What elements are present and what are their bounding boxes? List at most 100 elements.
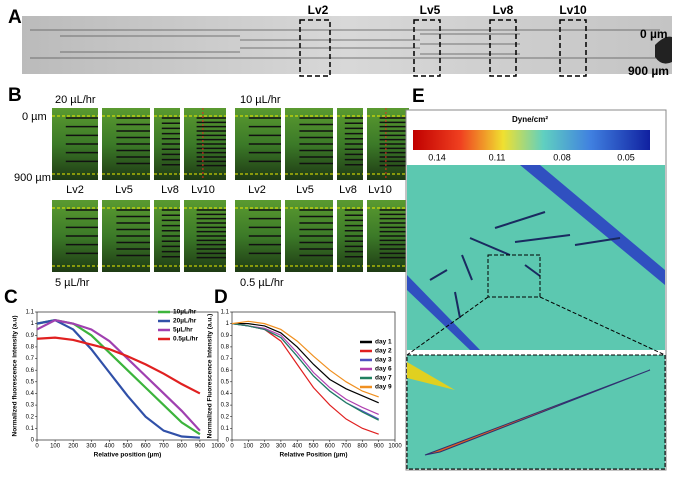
panel-letter: A: [8, 7, 22, 28]
x-tick-label: 700: [159, 444, 170, 450]
level-label: Lv10: [191, 184, 215, 196]
x-tick-label: 700: [341, 444, 352, 450]
y-tick-label: 0.7: [26, 356, 35, 362]
y-tick-label: 0: [226, 438, 230, 444]
x-tick-label: 1000: [211, 444, 225, 450]
panel-letter: B: [8, 85, 22, 106]
colorbar-title: Dyne/cm²: [512, 115, 548, 124]
level-label: Lv8: [339, 184, 357, 196]
level-label: Lv10: [559, 3, 587, 17]
legend-label: 10µL/hr: [173, 309, 197, 316]
zoom-lines: [406, 296, 666, 356]
legend-label: day 3: [375, 357, 392, 364]
x-tick-label: 500: [122, 444, 133, 450]
x-tick-label: 100: [50, 444, 61, 450]
sim-top: [407, 165, 665, 350]
panel-letter: E: [412, 86, 425, 107]
y-tick-label: 0.4: [221, 391, 230, 397]
legend-label: day 7: [375, 375, 392, 382]
channel-image: [22, 16, 672, 74]
series-line: [232, 323, 379, 404]
y-axis-label: Normalized Fluorescence Intensity (a.u.): [207, 314, 214, 439]
colorbar-label: 0.05: [617, 152, 635, 162]
y-tick-label: 0.8: [221, 344, 230, 350]
y-tick-label: 0.6: [26, 368, 35, 374]
position-label: 0 µm: [22, 111, 47, 123]
position-label: 900 µm: [628, 64, 669, 78]
series-line: [231, 323, 379, 421]
y-tick-label: 0.3: [26, 403, 35, 409]
level-label: Lv2: [248, 184, 266, 196]
x-tick-label: 300: [276, 444, 287, 450]
x-tick-label: 1000: [388, 444, 402, 450]
y-tick-label: 0.5: [26, 379, 35, 385]
y-tick-label: 0.2: [26, 414, 35, 420]
outlet: [655, 36, 672, 64]
legend-label: day 6: [375, 366, 392, 373]
level-label: Lv2: [66, 184, 84, 196]
y-tick-label: 0.6: [221, 368, 230, 374]
x-tick-label: 500: [308, 444, 319, 450]
position-label: 0 µm: [640, 27, 668, 41]
series-line: [36, 318, 201, 432]
y-tick-label: 1.1: [26, 310, 35, 316]
panel-letter: D: [214, 287, 228, 308]
legend-label: 0.5µL/hr: [173, 336, 199, 343]
x-tick-label: 0: [35, 444, 39, 450]
legend-label: day 1: [375, 339, 392, 346]
y-tick-label: 0.9: [26, 333, 35, 339]
x-tick-label: 900: [374, 444, 385, 450]
y-tick-label: 0.2: [221, 414, 230, 420]
level-label: Lv5: [296, 184, 314, 196]
rate-label: 10 µL/hr: [240, 94, 281, 106]
colorbar-label: 0.14: [428, 152, 446, 162]
sim-zoom: [406, 354, 666, 470]
rate-label: 5 µL/hr: [55, 277, 90, 289]
series-line: [36, 336, 201, 395]
y-axis-label: Normalized fluorescence intensity (a.u): [12, 315, 19, 436]
legend-label: day 2: [375, 348, 392, 355]
x-tick-label: 800: [177, 444, 188, 450]
x-tick-label: 800: [357, 444, 368, 450]
colorbar-label: 0.11: [489, 152, 506, 162]
level-label: Lv2: [308, 3, 329, 17]
x-tick-label: 200: [68, 444, 79, 450]
level-label: Lv5: [115, 184, 133, 196]
position-label: 900 µm: [14, 172, 51, 184]
series-line: [231, 320, 379, 398]
rate-label: 0.5 µL/hr: [240, 277, 284, 289]
x-tick-label: 100: [243, 444, 254, 450]
y-tick-label: 0.8: [26, 344, 35, 350]
level-boxes: [299, 19, 587, 77]
y-tick-label: 0.7: [221, 356, 230, 362]
post-tip: [407, 362, 455, 390]
green-images: [52, 108, 409, 272]
legend-label: day 9: [375, 384, 392, 391]
x-tick-label: 400: [104, 444, 115, 450]
y-tick-label: 0.5: [221, 379, 230, 385]
rate-label: 20 µL/hr: [55, 94, 96, 106]
x-tick-label: 600: [141, 444, 152, 450]
y-tick-label: 0.4: [26, 391, 35, 397]
y-tick-label: 0: [31, 438, 35, 444]
y-tick-label: 1.1: [221, 310, 230, 316]
level-label: Lv8: [161, 184, 179, 196]
y-tick-label: 1: [31, 321, 35, 327]
x-axis-label: Relative Position (µm): [279, 452, 347, 459]
x-tick-label: 0: [230, 444, 234, 450]
level-label: Lv8: [493, 3, 514, 17]
y-tick-label: 1: [226, 321, 230, 327]
level-label: Lv10: [368, 184, 392, 196]
x-tick-label: 600: [325, 444, 336, 450]
x-axis-label: Relative position (µm): [94, 452, 162, 459]
y-tick-label: 0.9: [221, 333, 230, 339]
y-tick-label: 0.3: [221, 403, 230, 409]
x-tick-label: 400: [292, 444, 303, 450]
x-tick-label: 900: [195, 444, 206, 450]
x-tick-label: 300: [86, 444, 97, 450]
y-tick-label: 0.1: [26, 426, 35, 432]
colorbar: [413, 130, 650, 150]
series-line: [231, 323, 379, 435]
posts: [429, 211, 621, 319]
legend-label: 5µL/hr: [173, 327, 193, 334]
